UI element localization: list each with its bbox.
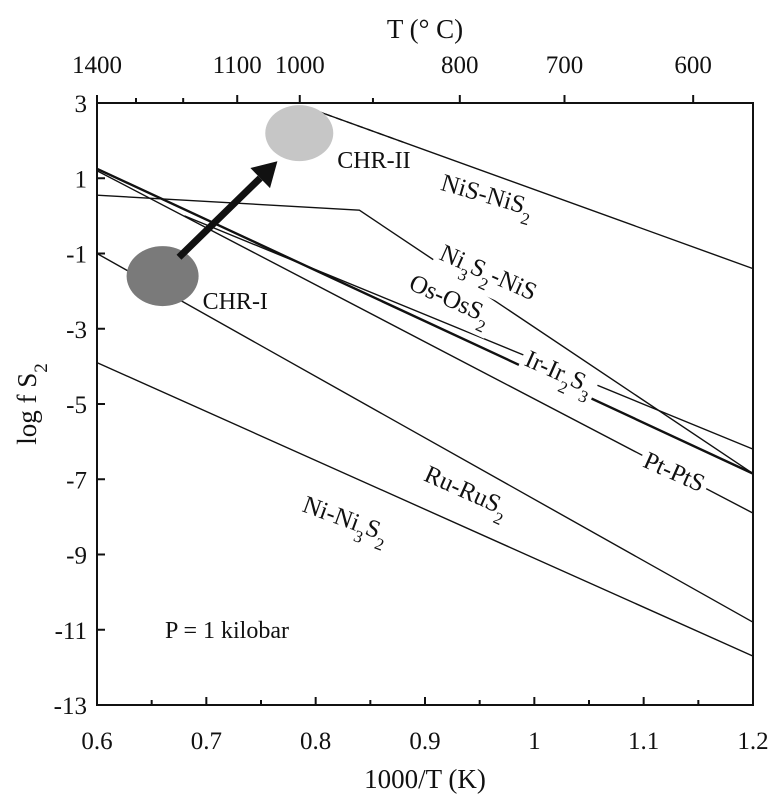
y-tick-label: 3 [75,91,88,118]
x-tick-label: 0.9 [409,728,440,755]
curve-label-bg [413,458,517,532]
curve-line [96,361,754,657]
region-ellipse [265,105,334,162]
sulfide-curves [96,109,754,657]
curve-label-group: Ru-RuS2 [413,458,517,532]
y-tick-label: -13 [54,693,87,720]
top-axis-title: T (° C) [387,14,463,44]
y-tick-label: -7 [66,467,87,494]
curve-label-group: Ni-Ni3S2 [292,488,397,557]
curve-line [184,215,754,450]
x-tick-label: 1.2 [737,728,768,755]
curve-label-bg [428,237,545,316]
top-tick-label: 700 [546,52,584,79]
curve-label-group: Ir-Ir2S3 [513,343,602,410]
curve-label-bg [635,444,713,501]
plot-frame [96,102,754,706]
x-tick-label: 0.8 [300,728,331,755]
top-axis-ticks: 1400 1100 1000 800 700 600 [72,52,712,103]
arrow-shaft [176,175,263,260]
y-axis-ticks: 3 1 -1 -3 -5 -7 -9 -11 -13 [54,91,105,720]
curve-label-group: NiS-NiS2 [431,167,541,231]
x-tick-label: 1.1 [628,728,659,755]
x-axis-ticks: 0.6 0.7 0.8 0.9 1 1.1 1.2 [81,697,769,755]
x-tick-label: 1 [528,728,541,755]
trend-arrow [176,161,278,260]
y-axis-title: log f S2 [12,363,52,445]
curve-line [96,167,754,475]
y-axis-title-sub: 2 [31,363,52,373]
y-tick-label: 1 [75,166,88,193]
y-tick-label: -9 [66,543,87,570]
x-tick-label: 0.6 [81,728,112,755]
y-axis-title-main: log f S [12,373,42,445]
region-label: CHR-II [337,148,410,174]
top-tick-label: 1100 [213,52,262,79]
region-label: CHR-I [203,289,268,315]
curve-label-bg [292,488,397,557]
pressure-annotation: P = 1 kilobar [165,618,289,644]
curve-labels: NiS-NiS2Ni3S2-NiSOs-OsS2Ir-Ir2S3Pt-PtSRu… [292,167,713,557]
chromitite-regions: CHR-I CHR-II [126,105,411,315]
arrow-head [250,161,278,189]
y-tick-label: -3 [66,317,87,344]
top-tick-label: 1400 [72,52,122,79]
curve-label-group: Pt-PtS [635,444,713,501]
y-tick-label: -11 [55,618,87,645]
y-tick-label: -1 [66,242,87,269]
top-tick-label: 800 [441,52,479,79]
top-tick-label: 600 [674,52,712,79]
top-tick-label: 1000 [275,52,325,79]
y-tick-label: -5 [66,392,87,419]
curve-dashed-extension [315,109,404,143]
curve-line [96,194,754,475]
curve-label-text: Pt-PtS [639,447,708,498]
region-ellipse [126,246,199,307]
x-axis-title: 1000/T (K) [364,764,486,794]
curve-label-bg [397,266,499,339]
curve-label: NiS-NiS2 [436,169,536,228]
curve-label: Pt-PtS [639,447,708,498]
curve-label-group: Ni3S2-NiS [428,237,545,316]
x-tick-label: 0.7 [191,728,222,755]
curve-line [96,252,754,623]
curve-label-bg [431,167,541,231]
curve-label-bg [513,343,602,410]
